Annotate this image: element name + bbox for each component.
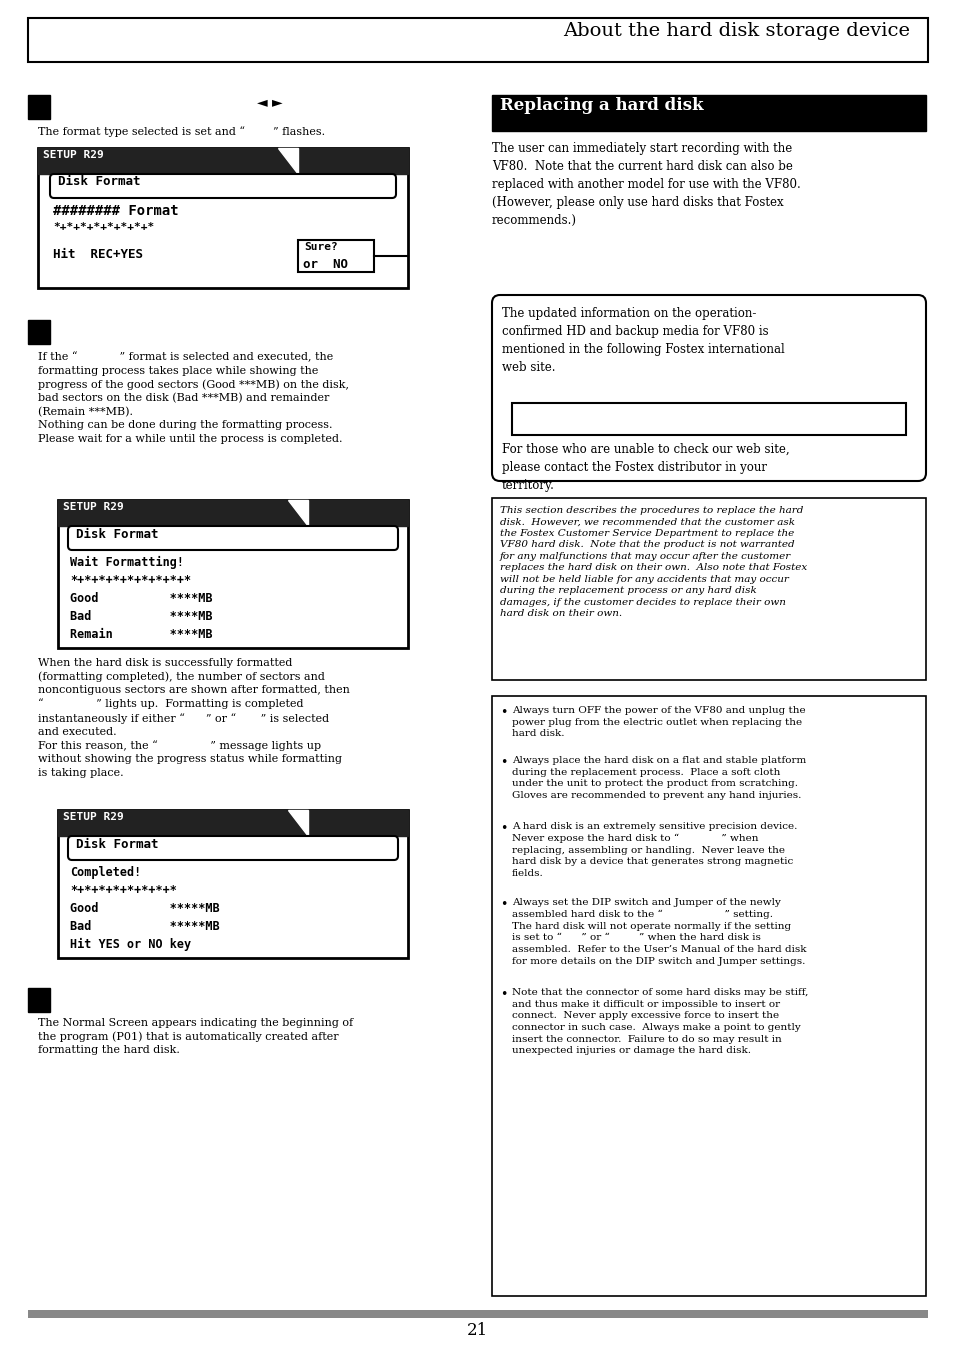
Bar [28,95,50,119]
Text: •: • [499,988,507,1001]
Text: Hit YES or NO key: Hit YES or NO key [70,938,191,951]
Text: Bad           *****MB: Bad *****MB [70,920,219,934]
Text: Bad           ****MB: Bad ****MB [70,611,213,623]
Text: The Normal Screen appears indicating the beginning of
the program (P01) that is : The Normal Screen appears indicating the… [38,1019,353,1055]
Text: Good          ****MB: Good ****MB [70,592,213,605]
Text: Always set the DIP switch and Jumper of the newly
assembled hard disk to the “  : Always set the DIP switch and Jumper of … [512,898,805,966]
Polygon shape [277,149,297,174]
Bar [28,988,50,1012]
Bar [492,696,925,1296]
Text: ◄ ►: ◄ ► [257,96,282,109]
Text: The updated information on the operation-
confirmed HD and backup media for VF80: The updated information on the operation… [501,307,784,374]
Polygon shape [288,811,308,836]
Text: *+*+*+*+*+*+*+*: *+*+*+*+*+*+*+* [53,222,154,232]
Text: The format type selected is set and “        ” flashes.: The format type selected is set and “ ” … [38,126,325,136]
Text: Disk Format: Disk Format [58,176,140,188]
Text: or  NO: or NO [303,258,348,272]
FancyBboxPatch shape [68,526,397,550]
Text: •: • [499,898,507,911]
Text: The user can immediately start recording with the
VF80.  Note that the current h: The user can immediately start recording… [492,142,800,227]
Text: This section describes the procedures to replace the hard
disk.  However, we rec: This section describes the procedures to… [499,507,806,617]
Text: Replacing a hard disk: Replacing a hard disk [499,97,703,113]
Text: Always turn OFF the power of the VF80 and unplug the
power plug from the electri: Always turn OFF the power of the VF80 an… [512,707,804,738]
Text: •: • [499,821,507,835]
Bar [492,499,925,680]
Text: Remain        ****MB: Remain ****MB [70,628,213,640]
Bar [512,403,905,435]
Bar [58,811,408,836]
Bar [492,95,925,131]
Text: Disk Format: Disk Format [76,528,158,540]
Text: Hit  REC+YES: Hit REC+YES [53,249,143,261]
Text: For those who are unable to check our web site,
please contact the Fostex distri: For those who are unable to check our we… [501,443,789,492]
Bar [38,149,408,174]
Text: Note that the connector of some hard disks may be stiff,
and thus make it diffic: Note that the connector of some hard dis… [512,988,807,1055]
Text: When the hard disk is successfully formatted
(formatting completed), the number : When the hard disk is successfully forma… [38,658,350,778]
Text: SETUP R29: SETUP R29 [43,150,104,159]
Text: SETUP R29: SETUP R29 [63,812,124,821]
Text: formatting process takes place while showing the
progress of the good sectors (G: formatting process takes place while sho… [38,366,349,443]
Bar [58,500,408,648]
FancyBboxPatch shape [492,295,925,481]
FancyBboxPatch shape [50,174,395,199]
Text: 21: 21 [466,1323,487,1339]
Text: *+*+*+*+*+*+*+*: *+*+*+*+*+*+*+* [70,884,176,897]
Text: •: • [499,707,507,719]
Text: •: • [499,757,507,769]
Text: If the “            ” format is selected and executed, the: If the “ ” format is selected and execut… [38,353,333,362]
Bar [58,500,408,526]
Text: Disk Format: Disk Format [76,838,158,851]
Text: Always place the hard disk on a flat and stable platform
during the replacement : Always place the hard disk on a flat and… [512,757,805,800]
Text: *+*+*+*+*+*+*+*+*: *+*+*+*+*+*+*+*+* [70,574,191,586]
Bar [297,240,374,272]
Bar [28,320,50,345]
Text: Good          *****MB: Good *****MB [70,902,219,915]
Text: Sure?: Sure? [304,242,337,253]
Text: A hard disk is an extremely sensitive precision device.
Never expose the hard di: A hard disk is an extremely sensitive pr… [512,821,797,878]
FancyBboxPatch shape [68,836,397,861]
Bar [58,811,408,958]
Bar [28,1310,927,1319]
Bar [28,18,927,62]
Text: About the hard disk storage device: About the hard disk storage device [562,22,909,41]
Polygon shape [288,500,308,526]
Bar [38,149,408,288]
Text: Completed!: Completed! [70,866,141,880]
Text: ######## Format: ######## Format [53,204,178,218]
Text: Wait Formatting!: Wait Formatting! [70,557,184,569]
Text: SETUP R29: SETUP R29 [63,503,124,512]
